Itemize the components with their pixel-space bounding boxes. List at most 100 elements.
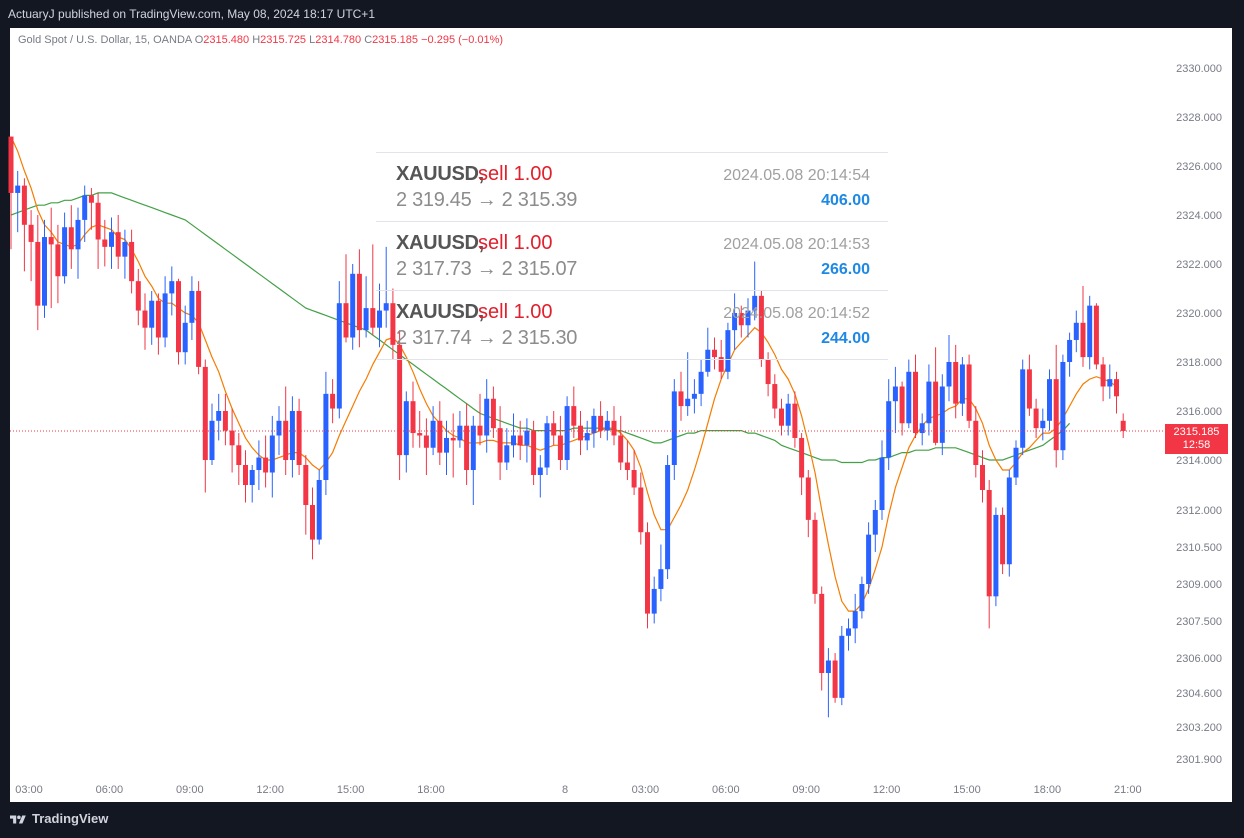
candle-body (879, 457, 885, 510)
candle-body (1093, 305, 1099, 365)
candle-body (698, 371, 704, 394)
candle-body (792, 403, 798, 438)
candle-body (1073, 322, 1079, 340)
symbol-name[interactable]: Gold Spot / U.S. Dollar, 15, OANDA (18, 34, 192, 46)
candle-body (115, 232, 121, 257)
candle-body (189, 290, 195, 323)
candle-body (591, 415, 597, 434)
price-tick-label: 2303.200 (1176, 722, 1222, 734)
price-tick-label: 2312.000 (1176, 505, 1222, 517)
candle-body (196, 290, 202, 367)
candle-body (350, 273, 356, 338)
candle-body (651, 588, 657, 614)
candle-body (457, 425, 463, 441)
last-price-tag: 2315.185 12:58 (1165, 424, 1228, 454)
candle-body (363, 308, 369, 331)
candle-body (48, 237, 54, 245)
candle-body (986, 490, 992, 597)
candle-body (82, 195, 88, 220)
last-price-value: 2315.185 (1173, 426, 1220, 438)
candle-body (249, 470, 255, 485)
trade-price-range: 2 317.73 → 2 315.07 (396, 258, 578, 280)
price-tick-label: 2328.000 (1176, 112, 1222, 124)
candle-body (229, 430, 235, 446)
candle-body (785, 403, 791, 426)
candle-body (129, 241, 135, 282)
candle-body (624, 462, 630, 470)
candle-body (356, 273, 362, 331)
candle-body (149, 300, 155, 328)
time-tick-label: 18:00 (1034, 784, 1062, 796)
candle-body (410, 401, 416, 434)
trade-price-range: 2 319.45 → 2 315.39 (396, 189, 578, 211)
time-tick-label: 21:00 (1114, 784, 1142, 796)
candle-body (75, 219, 81, 250)
trade-time: 2024.05.08 20:14:52 (723, 305, 870, 322)
candle-body (403, 401, 409, 456)
publish-text: ActuaryJ published on TradingView.com, M… (8, 7, 375, 21)
candle-body (892, 386, 898, 402)
candle-body (135, 281, 141, 311)
candle-body (758, 295, 764, 360)
candle-body (1006, 477, 1012, 565)
trade-side: sell 1.00 (478, 301, 553, 323)
candle-body (470, 425, 476, 470)
trade-item[interactable]: XAUUSD, sell 1.00 2 317.74 → 2 315.30 20… (376, 290, 888, 360)
brand-name[interactable]: TradingView (32, 811, 109, 826)
price-tick-label: 2324.000 (1176, 210, 1222, 222)
candle-body (109, 232, 114, 247)
candle-body (738, 313, 744, 326)
trade-profit: 266.00 (821, 261, 870, 278)
candle-body (484, 398, 490, 436)
candle-body (343, 303, 349, 338)
low-label: L (309, 34, 316, 46)
footer-bar: TradingView (0, 802, 1244, 838)
time-tick-label: 09:00 (176, 784, 204, 796)
candle-body (584, 433, 590, 441)
candle-body (42, 237, 47, 306)
candle-body (557, 435, 563, 460)
candle-body (752, 295, 758, 311)
candle-body (805, 477, 811, 520)
candle-body (155, 300, 161, 338)
candle-body (176, 281, 181, 353)
candle-body (8, 136, 14, 193)
candle-body (913, 371, 918, 434)
candle-body (62, 227, 68, 277)
slow-ma-line (10, 192, 1071, 464)
trade-item[interactable]: XAUUSD, sell 1.00 2 317.73 → 2 315.07 20… (376, 221, 888, 290)
candle-body (336, 303, 342, 409)
candle-body (852, 611, 858, 629)
candles (8, 136, 1126, 718)
candle-body (182, 322, 188, 353)
trade-item[interactable]: XAUUSD, sell 1.00 2 319.45 → 2 315.39 20… (376, 152, 888, 221)
candle-body (202, 366, 208, 460)
candle-body (959, 364, 965, 404)
price-axis[interactable]: 2330.000 2328.000 2326.000 2324.000 2322.000… (1176, 63, 1222, 766)
candle-body (276, 420, 282, 436)
candle-body (1020, 369, 1026, 448)
close-label: C (364, 34, 373, 46)
candle-body (919, 423, 925, 434)
candle-body (330, 393, 336, 409)
candle-body (303, 465, 309, 505)
fast-moving-average (10, 136, 1117, 612)
candle-body (236, 445, 242, 465)
candle-body (779, 408, 784, 426)
time-axis[interactable]: 03:00 06:00 09:00 12:00 15:00 18:00 8 03:00 06:0… (15, 784, 1141, 796)
candle-body (1060, 362, 1066, 451)
candle-body (946, 362, 952, 387)
time-tick-label: 15:00 (953, 784, 981, 796)
candle-body (256, 457, 262, 470)
candle-body (209, 420, 215, 460)
trade-profit: 406.00 (821, 192, 870, 209)
candle-body (1000, 514, 1006, 565)
candle-body (323, 393, 329, 480)
candle-body (102, 239, 108, 247)
candle-body (866, 534, 872, 584)
candle-body (531, 430, 537, 475)
candle-body (953, 362, 959, 404)
candle-body (564, 406, 570, 460)
trade-symbol: XAUUSD, (396, 301, 484, 323)
